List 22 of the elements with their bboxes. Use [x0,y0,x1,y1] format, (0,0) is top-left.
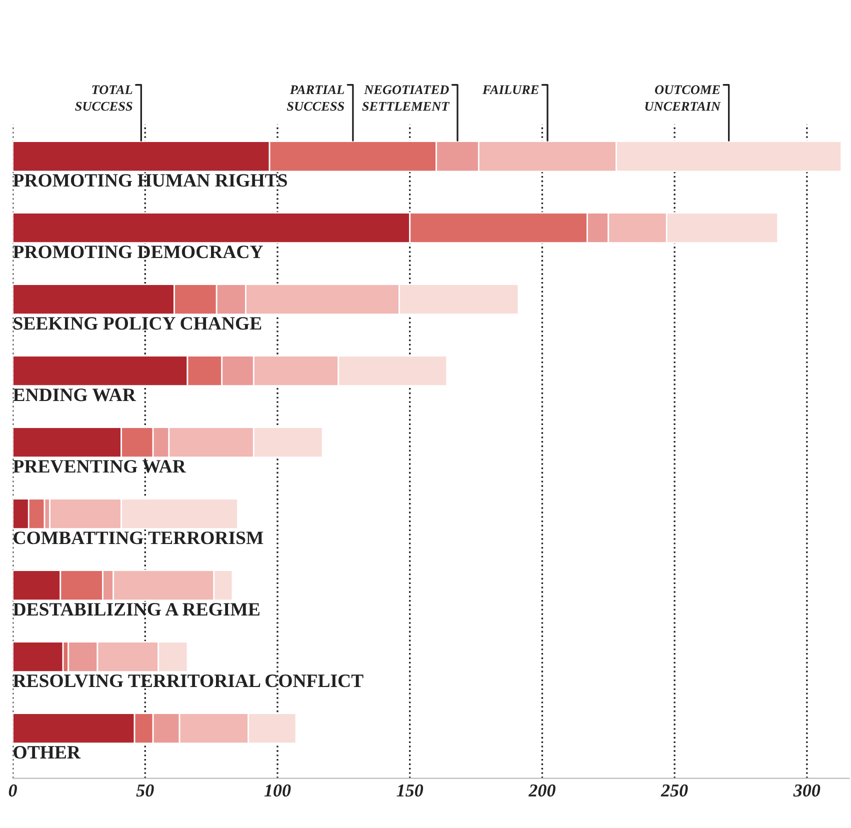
y-tick-label: COMBATTING TERRORISM [14,532,264,544]
text: NEGOTIATED SETTLEMENT [362,85,450,111]
x-tick-label: 300 [793,784,820,797]
y-tick-label: PROMOTING HUMAN RIGHTS [13,174,287,187]
x-tick-label: 100 [264,784,291,797]
bar [12,641,64,672]
x-tick-label: 200 [528,784,556,797]
text: PARTIAL SUCCESS [286,85,344,111]
text: FAILURE [482,85,539,94]
y-tick-label: PREVENTING WAR [13,460,186,473]
y-tick-label: DESTABILIZING A REGIME [13,603,260,616]
x-tick-label: 250 [660,784,688,797]
y-tick-label: ENDING WAR [13,388,136,402]
y-tick-label: RESOLVING TERRITORIAL CONFLICT [13,674,364,688]
y-tick-label: SEEKING POLICY CHANGE [14,317,262,330]
x-tick-label: 150 [396,784,424,797]
text: TOTAL SUCCESS [75,85,132,111]
y-tick-label: PROMOTING DEMOCRACY [13,246,263,258]
x-tick-label: 50 [136,784,154,797]
x-tick-label: 0 [8,784,17,797]
text: OUTCOME UNCERTAIN [645,85,721,111]
y-tick-label: OTHER [14,746,81,759]
